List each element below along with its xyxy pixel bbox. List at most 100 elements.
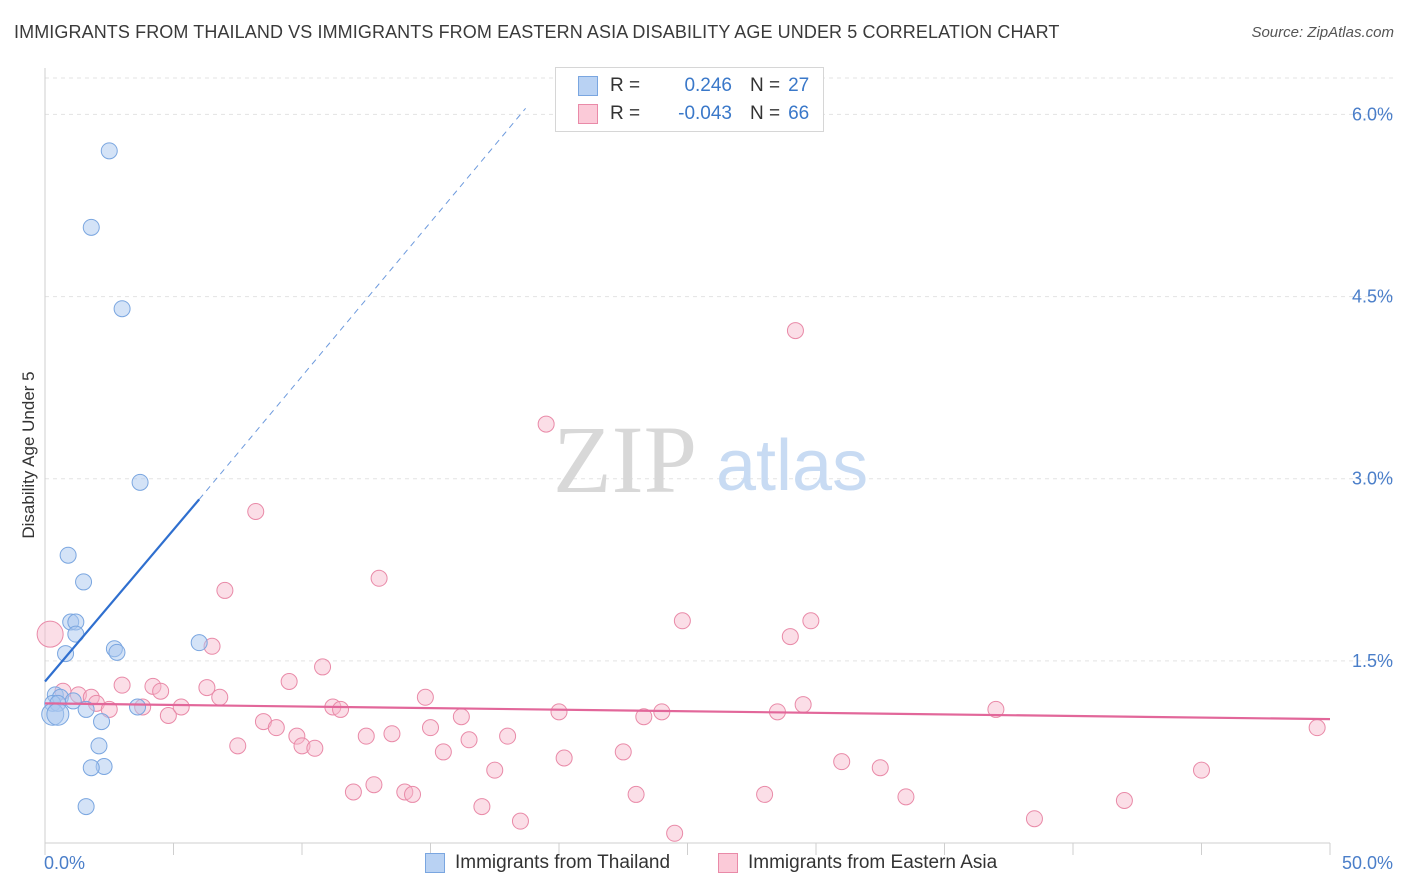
tick-labels: 1.5% 3.0% 4.5% 6.0% 0.0% 50.0% <box>44 104 1393 873</box>
legend-item-eastern-asia: Immigrants from Eastern Asia <box>718 852 997 874</box>
point-eastern-asia <box>113 676 131 694</box>
point-thailand <box>100 142 118 160</box>
point-eastern-asia <box>267 719 285 737</box>
point-eastern-asia <box>537 415 555 433</box>
legend-r-value: -0.043 <box>678 103 732 124</box>
gridlines <box>45 77 1395 662</box>
point-eastern-asia <box>293 737 311 755</box>
point-thailand <box>77 798 95 816</box>
point-eastern-asia <box>422 719 439 737</box>
point-thailand <box>108 643 126 661</box>
point-eastern-asia <box>365 776 383 794</box>
point-thailand <box>93 713 111 731</box>
point-thailand <box>82 759 100 777</box>
point-eastern-asia <box>635 708 653 726</box>
y-tick-label-1: 3.0% <box>1352 469 1393 489</box>
point-eastern-asia <box>36 620 64 648</box>
point-eastern-asia <box>404 785 422 803</box>
point-eastern-asia <box>871 759 889 777</box>
point-thailand <box>129 698 147 716</box>
point-eastern-asia <box>627 785 645 803</box>
point-eastern-asia <box>833 753 851 771</box>
legend-r-label: R = <box>610 75 641 96</box>
point-eastern-asia <box>1308 719 1326 737</box>
series-eastern-asia <box>36 322 1326 842</box>
x-tick-label-min: 0.0% <box>44 853 85 873</box>
legend-row-eastern-asia: R = -0.043 N = 66 <box>578 101 809 127</box>
point-eastern-asia <box>473 798 491 816</box>
trend-line-thailand <box>44 498 201 683</box>
legend-n-value: 66 <box>788 103 810 124</box>
legend-swatch-eastern-asia <box>718 853 738 873</box>
x-tick-label-max: 50.0% <box>1342 853 1393 873</box>
point-thailand <box>59 546 77 564</box>
point-eastern-asia <box>288 727 306 745</box>
point-thailand <box>90 737 108 755</box>
legend-r-value: 0.246 <box>684 75 732 96</box>
point-eastern-asia <box>550 703 568 721</box>
point-eastern-asia <box>100 700 118 718</box>
correlation-legend: R = 0.246 N = 27 R = -0.043 N = 66 <box>555 67 824 132</box>
point-eastern-asia <box>511 812 529 830</box>
point-eastern-asia <box>152 682 170 700</box>
point-eastern-asia <box>802 612 820 630</box>
point-eastern-asia <box>306 739 324 757</box>
point-eastern-asia <box>555 749 573 767</box>
point-thailand <box>131 473 149 491</box>
point-eastern-asia <box>756 785 774 803</box>
point-eastern-asia <box>1025 810 1043 828</box>
point-thailand <box>46 702 70 726</box>
legend-swatch-eastern-asia <box>578 104 598 124</box>
point-eastern-asia <box>172 698 190 716</box>
point-eastern-asia <box>987 700 1005 718</box>
trend-lines <box>44 108 1331 721</box>
point-eastern-asia <box>499 727 517 745</box>
point-eastern-asia <box>159 707 177 724</box>
y-tick-label-3: 6.0% <box>1352 104 1393 124</box>
point-eastern-asia <box>460 731 478 749</box>
point-eastern-asia <box>211 688 229 706</box>
point-eastern-asia <box>198 679 216 697</box>
point-eastern-asia <box>486 761 504 779</box>
point-eastern-asia <box>357 727 375 745</box>
legend-label-eastern-asia: Immigrants from Eastern Asia <box>748 852 998 873</box>
legend-n-value: 27 <box>788 75 810 96</box>
point-eastern-asia <box>434 743 452 761</box>
point-thailand <box>77 700 95 718</box>
point-eastern-asia <box>897 788 915 806</box>
y-tick-label-0: 1.5% <box>1352 651 1393 671</box>
chart-title: IMMIGRANTS FROM THAILAND VS IMMIGRANTS F… <box>14 22 1060 42</box>
point-eastern-asia <box>332 700 350 718</box>
watermark-atlas: atlas <box>716 426 868 506</box>
point-eastern-asia <box>673 612 691 630</box>
legend-n-label: N = <box>750 75 781 96</box>
legend-label-thailand: Immigrants from Thailand <box>455 852 671 873</box>
y-tick-label-2: 4.5% <box>1352 287 1393 307</box>
legend-n-label: N = <box>750 103 781 124</box>
y-axis-label: Disability Age Under 5 <box>19 371 38 538</box>
point-thailand <box>75 573 93 591</box>
point-thailand <box>57 645 75 663</box>
point-thailand <box>190 634 208 652</box>
source-label: Source: ZipAtlas.com <box>1251 24 1394 41</box>
point-eastern-asia <box>1115 792 1133 809</box>
point-eastern-asia <box>280 673 298 690</box>
point-eastern-asia <box>383 725 401 743</box>
point-eastern-asia <box>452 708 470 726</box>
point-eastern-asia <box>314 658 332 676</box>
legend-swatch-thailand <box>578 76 598 96</box>
legend-row-thailand: R = 0.246 N = 27 <box>578 73 809 99</box>
point-eastern-asia <box>614 743 632 761</box>
point-thailand <box>82 218 100 236</box>
trend-line-eastern-asia <box>44 702 1331 721</box>
point-eastern-asia <box>247 503 265 520</box>
watermark-zip: ZIP <box>553 406 697 513</box>
legend-r-label: R = <box>610 103 641 124</box>
legend-item-thailand: Immigrants from Thailand <box>425 852 670 874</box>
trend-line-thailand-extension <box>198 108 526 500</box>
point-eastern-asia <box>370 569 388 587</box>
point-eastern-asia <box>1193 761 1210 779</box>
point-eastern-asia <box>344 783 362 801</box>
point-eastern-asia <box>666 824 684 842</box>
